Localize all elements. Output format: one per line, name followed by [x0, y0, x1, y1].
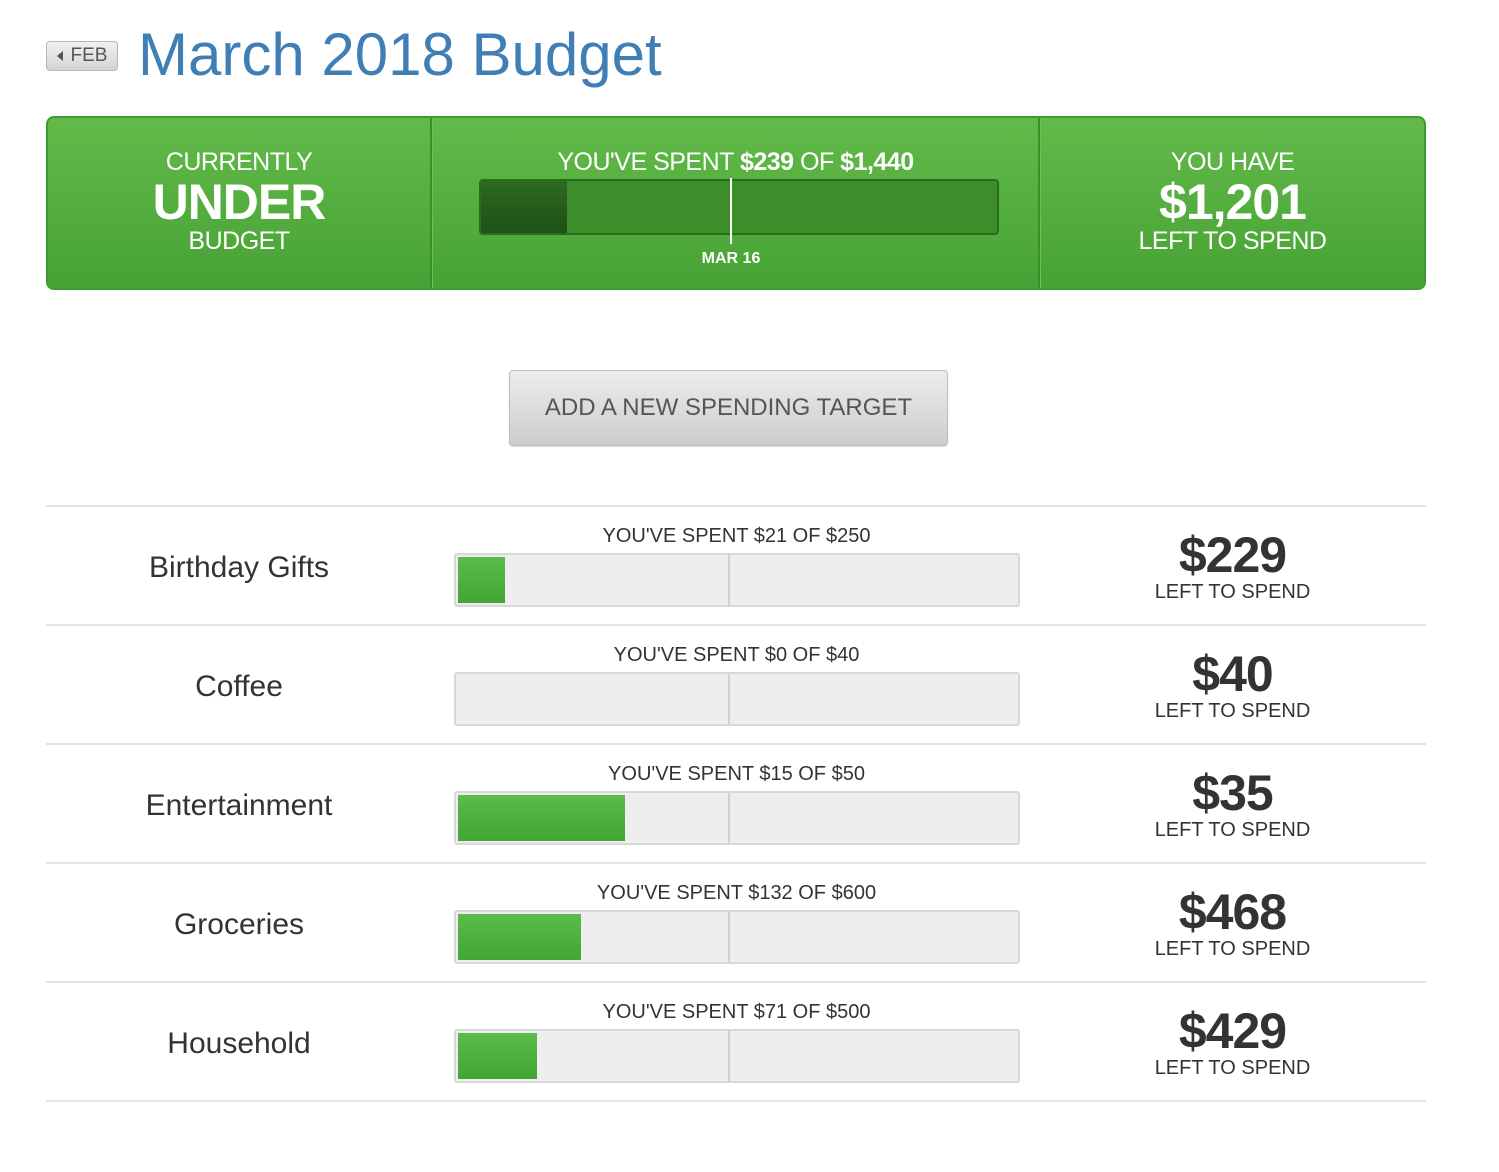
page-header: FEB March 2018 Budget	[46, 14, 662, 94]
target-left-amount: $229	[1178, 527, 1287, 583]
target-spent-text: YOU'VE SPENT $0 OF $40	[613, 644, 860, 666]
total-progress-fill	[481, 181, 567, 233]
target-left-label: LEFT TO SPEND	[1154, 581, 1311, 603]
spending-target-row[interactable]: Household YOU'VE SPENT $71 OF $500 $429 …	[46, 983, 1426, 1102]
target-date-marker	[728, 1031, 730, 1081]
spending-target-row[interactable]: Groceries YOU'VE SPENT $132 OF $600 $468…	[46, 864, 1426, 983]
target-progress-fill	[458, 557, 505, 603]
target-spent-text: YOU'VE SPENT $15 OF $50	[608, 763, 865, 785]
target-date-marker	[728, 674, 730, 724]
target-progress-fill	[458, 795, 626, 841]
target-category-name: Coffee	[195, 670, 283, 703]
previous-month-button[interactable]: FEB	[46, 41, 118, 71]
target-progress-bar	[454, 791, 1020, 845]
target-category-name: Entertainment	[145, 789, 333, 822]
total-progress-bar	[479, 179, 999, 235]
remaining-top-text: YOU HAVE	[1170, 148, 1295, 176]
status-top-text: CURRENTLY	[165, 148, 313, 176]
previous-month-label: FEB	[70, 45, 108, 66]
target-progress-bar	[454, 1029, 1020, 1083]
add-spending-target-button[interactable]: ADD A NEW SPENDING TARGET	[509, 370, 948, 446]
status-main-text: UNDER	[152, 174, 327, 230]
target-category-name: Birthday Gifts	[148, 551, 330, 584]
target-date-marker	[728, 793, 730, 843]
spending-target-list: Birthday Gifts YOU'VE SPENT $21 OF $250 …	[46, 505, 1426, 1102]
target-progress-bar	[454, 672, 1020, 726]
target-date-marker	[728, 555, 730, 605]
total-spending-progress: YOU'VE SPENT $239 OF $1,440 MAR 16	[432, 118, 1040, 288]
target-progress-bar	[454, 553, 1020, 607]
current-date-marker	[730, 178, 732, 244]
target-left-label: LEFT TO SPEND	[1154, 938, 1311, 960]
target-date-marker	[728, 912, 730, 962]
remaining-bottom-text: LEFT TO SPEND	[1138, 227, 1327, 255]
target-category-name: Groceries	[173, 908, 305, 941]
caret-left-icon	[56, 51, 63, 61]
target-left-amount: $40	[1192, 646, 1273, 702]
spending-target-row[interactable]: Birthday Gifts YOU'VE SPENT $21 OF $250 …	[46, 507, 1426, 626]
status-bottom-text: BUDGET	[188, 227, 290, 255]
spent-prefix: YOU'VE SPENT	[557, 148, 740, 176]
target-left-amount: $35	[1192, 765, 1273, 821]
target-spent-text: YOU'VE SPENT $132 OF $600	[596, 882, 877, 904]
total-spent-amount: $239	[739, 148, 794, 176]
spending-target-row[interactable]: Entertainment YOU'VE SPENT $15 OF $50 $3…	[46, 745, 1426, 864]
budget-status: CURRENTLY UNDER BUDGET	[48, 118, 432, 288]
target-left-label: LEFT TO SPEND	[1154, 700, 1311, 722]
target-progress-bar	[454, 910, 1020, 964]
target-left-amount: $468	[1178, 884, 1287, 940]
target-left-label: LEFT TO SPEND	[1154, 1057, 1311, 1079]
budget-summary-panel: CURRENTLY UNDER BUDGET YOU'VE SPENT $239…	[46, 116, 1426, 290]
spending-target-row[interactable]: Coffee YOU'VE SPENT $0 OF $40 $40 LEFT T…	[46, 626, 1426, 745]
target-category-name: Household	[167, 1027, 311, 1060]
total-spent-text: YOU'VE SPENT $239 OF $1,440	[433, 148, 1038, 177]
target-progress-fill	[458, 1033, 538, 1079]
total-budget-amount: $1,440	[840, 148, 914, 176]
target-spent-text: YOU'VE SPENT $71 OF $500	[602, 1001, 871, 1023]
current-date-label: MAR 16	[701, 250, 761, 267]
spent-of: OF	[793, 148, 841, 176]
target-progress-fill	[458, 914, 581, 960]
target-left-amount: $429	[1178, 1003, 1287, 1059]
remaining-budget: YOU HAVE $1,201 LEFT TO SPEND	[1040, 118, 1424, 288]
page-title: March 2018 Budget	[138, 20, 662, 88]
target-spent-text: YOU'VE SPENT $21 OF $250	[602, 525, 871, 547]
remaining-amount: $1,201	[1159, 174, 1307, 230]
target-left-label: LEFT TO SPEND	[1154, 819, 1311, 841]
